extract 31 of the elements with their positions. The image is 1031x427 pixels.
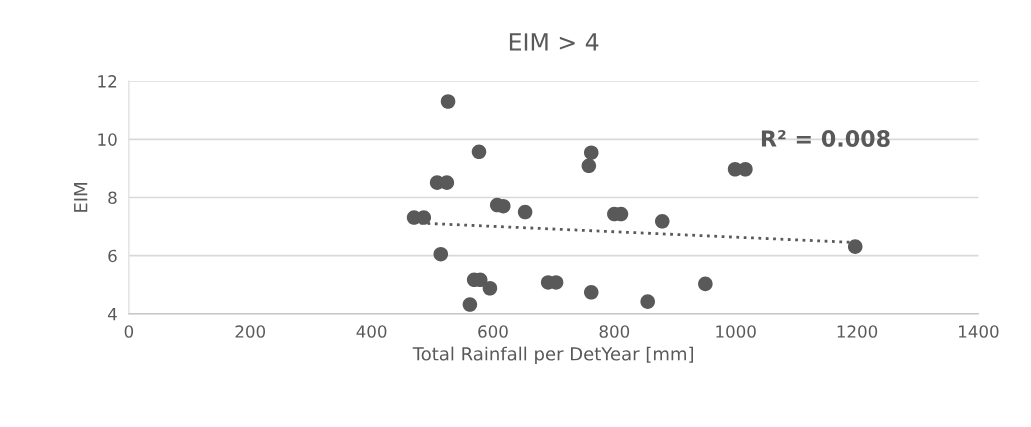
- point: [698, 276, 713, 292]
- annotation: R² = 0.008: [761, 130, 890, 147]
- x-axis-title: Total Rainfall per DetYear [mm]: [412, 346, 694, 365]
- x-tick-label: 200: [235, 325, 266, 338]
- x-tick-label: 1200: [837, 325, 878, 338]
- point: [583, 285, 599, 300]
- point: [462, 297, 478, 312]
- point: [471, 144, 487, 160]
- y-axis-title: EIM: [74, 183, 88, 212]
- point: [654, 214, 670, 229]
- y-tick-label: 4: [107, 308, 117, 321]
- point: [440, 94, 456, 109]
- y-tick-label: 6: [108, 249, 117, 263]
- x-tick-label: 600: [478, 325, 508, 338]
- point: [433, 246, 449, 262]
- point: [847, 239, 863, 254]
- point: [581, 158, 597, 174]
- x-tick-label: 0: [124, 325, 134, 338]
- point: [738, 161, 753, 177]
- point: [583, 145, 599, 160]
- x-tick-label: 1400: [959, 325, 999, 338]
- point: [482, 280, 498, 296]
- y-tick-label: 10: [98, 133, 117, 146]
- chart-title: EIM > 4: [509, 33, 599, 51]
- x-tick-label: 400: [356, 325, 387, 338]
- y-tick-label: 12: [98, 75, 117, 88]
- point: [517, 204, 533, 220]
- x-tick-label: 1000: [716, 325, 756, 338]
- point: [640, 294, 655, 309]
- x-tick-label: 800: [599, 325, 630, 338]
- y-tick-label: 8: [108, 191, 117, 205]
